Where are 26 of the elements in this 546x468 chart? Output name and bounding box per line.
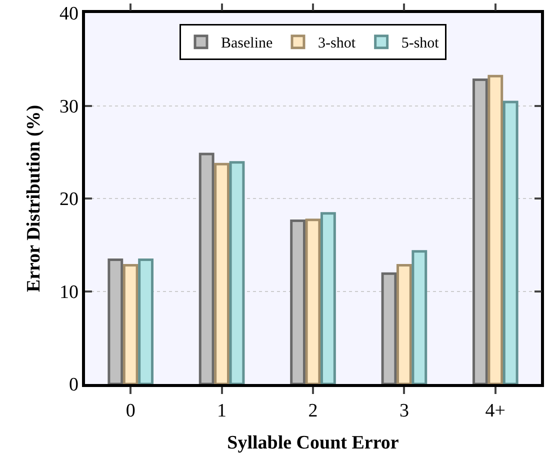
bar xyxy=(122,264,138,384)
x-tick-label: 4+ xyxy=(485,400,506,422)
bar xyxy=(502,100,518,384)
y-axis-title: Error Distribution (%) xyxy=(23,104,44,292)
y-tick-label: 10 xyxy=(59,282,78,303)
y-tick-label: 20 xyxy=(59,189,78,210)
bar xyxy=(214,162,230,384)
bar xyxy=(305,218,321,384)
y-tick-label: 0 xyxy=(68,374,78,396)
bar xyxy=(396,264,412,384)
x-tick-label: 2 xyxy=(308,400,318,422)
x-axis-title: Syllable Count Error xyxy=(227,432,400,454)
legend-label: 3-shot xyxy=(318,36,356,52)
bar xyxy=(138,258,154,384)
bar xyxy=(198,152,214,384)
y-tick-label: 30 xyxy=(59,96,78,118)
bar xyxy=(229,161,245,384)
bar xyxy=(320,212,336,384)
bar xyxy=(488,74,504,384)
legend-label: 5-shot xyxy=(401,36,440,52)
x-tick-label: 3 xyxy=(399,400,409,422)
legend-label: Baseline xyxy=(221,36,273,52)
y-tick-label: 40 xyxy=(59,4,78,25)
x-tick-label: 0 xyxy=(126,400,136,422)
x-tick-label: 1 xyxy=(217,400,227,422)
bar xyxy=(412,250,428,384)
